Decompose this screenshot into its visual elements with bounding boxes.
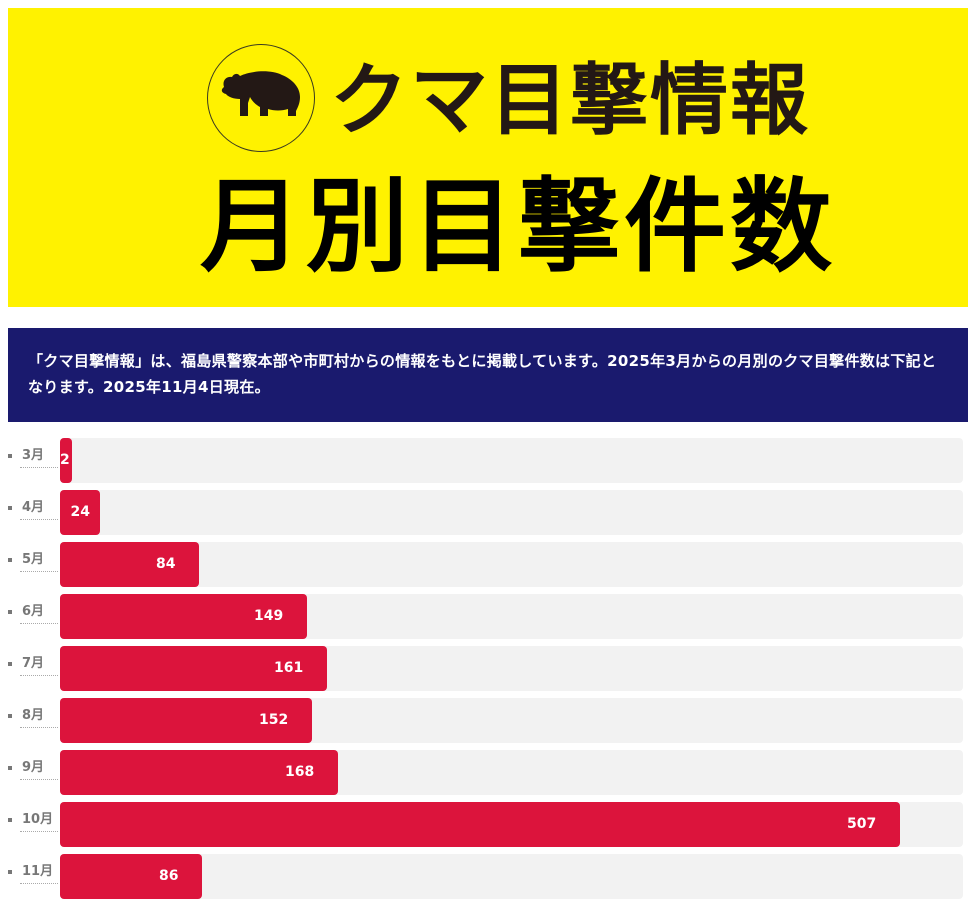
data-label: 152	[259, 712, 289, 728]
bar	[60, 854, 202, 899]
bar	[60, 802, 900, 847]
data-label: 161	[274, 660, 304, 676]
data-label: 84	[156, 556, 176, 572]
bar-row: 11月 86	[0, 854, 976, 900]
bar-track: 2	[60, 438, 963, 483]
bullet-marker	[8, 610, 12, 614]
page-subtitle: 月別目撃件数	[200, 168, 836, 287]
bar-row: 10月 507	[0, 802, 976, 848]
bar-track: 149	[60, 594, 963, 639]
bar-row: 4月 24	[0, 490, 976, 536]
bar	[60, 438, 72, 483]
category-label: 9月	[20, 758, 58, 780]
bar	[60, 698, 312, 743]
bar	[60, 750, 338, 795]
category-label: 3月	[20, 446, 58, 468]
data-label: 2	[60, 452, 70, 468]
bar	[60, 594, 307, 639]
category-label: 6月	[20, 602, 58, 624]
data-label: 507	[847, 816, 877, 832]
category-label: 11月	[20, 862, 58, 884]
bullet-marker	[8, 662, 12, 666]
bullet-marker	[8, 766, 12, 770]
page-title: クマ目撃情報	[330, 56, 811, 146]
bullet-marker	[8, 506, 12, 510]
bear-icon	[221, 71, 300, 116]
bullet-marker	[8, 870, 12, 874]
bear-emblem	[207, 44, 315, 152]
data-label: 24	[70, 504, 90, 520]
title-banner: クマ目撃情報 月別目撃件数	[8, 8, 968, 307]
category-label: 8月	[20, 706, 58, 728]
bar	[60, 542, 199, 587]
category-label: 4月	[20, 498, 58, 520]
data-label: 149	[254, 608, 284, 624]
bar	[60, 646, 327, 691]
bullet-marker	[8, 454, 12, 458]
bar-row: 8月 152	[0, 698, 976, 744]
bar-row: 9月 168	[0, 750, 976, 796]
bullet-marker	[8, 818, 12, 822]
bar-track: 168	[60, 750, 963, 795]
category-label: 10月	[20, 810, 58, 832]
bar-track: 152	[60, 698, 963, 743]
bar-track: 86	[60, 854, 963, 899]
bar-row: 5月 84	[0, 542, 976, 588]
bullet-marker	[8, 714, 12, 718]
bar	[60, 490, 100, 535]
bar-track: 161	[60, 646, 963, 691]
bar-row: 3月 2	[0, 438, 976, 484]
category-label: 5月	[20, 550, 58, 572]
bar-track: 507	[60, 802, 963, 847]
data-label: 86	[159, 868, 179, 884]
bar-track: 24	[60, 490, 963, 535]
notice-text: 「クマ目撃情報」は、福島県警察本部や市町村からの情報をもとに掲載しています。20…	[8, 328, 968, 422]
bar-row: 6月 149	[0, 594, 976, 640]
bar-row: 7月 161	[0, 646, 976, 692]
category-label: 7月	[20, 654, 58, 676]
bar-track: 84	[60, 542, 963, 587]
data-label: 168	[285, 764, 315, 780]
bullet-marker	[8, 558, 12, 562]
